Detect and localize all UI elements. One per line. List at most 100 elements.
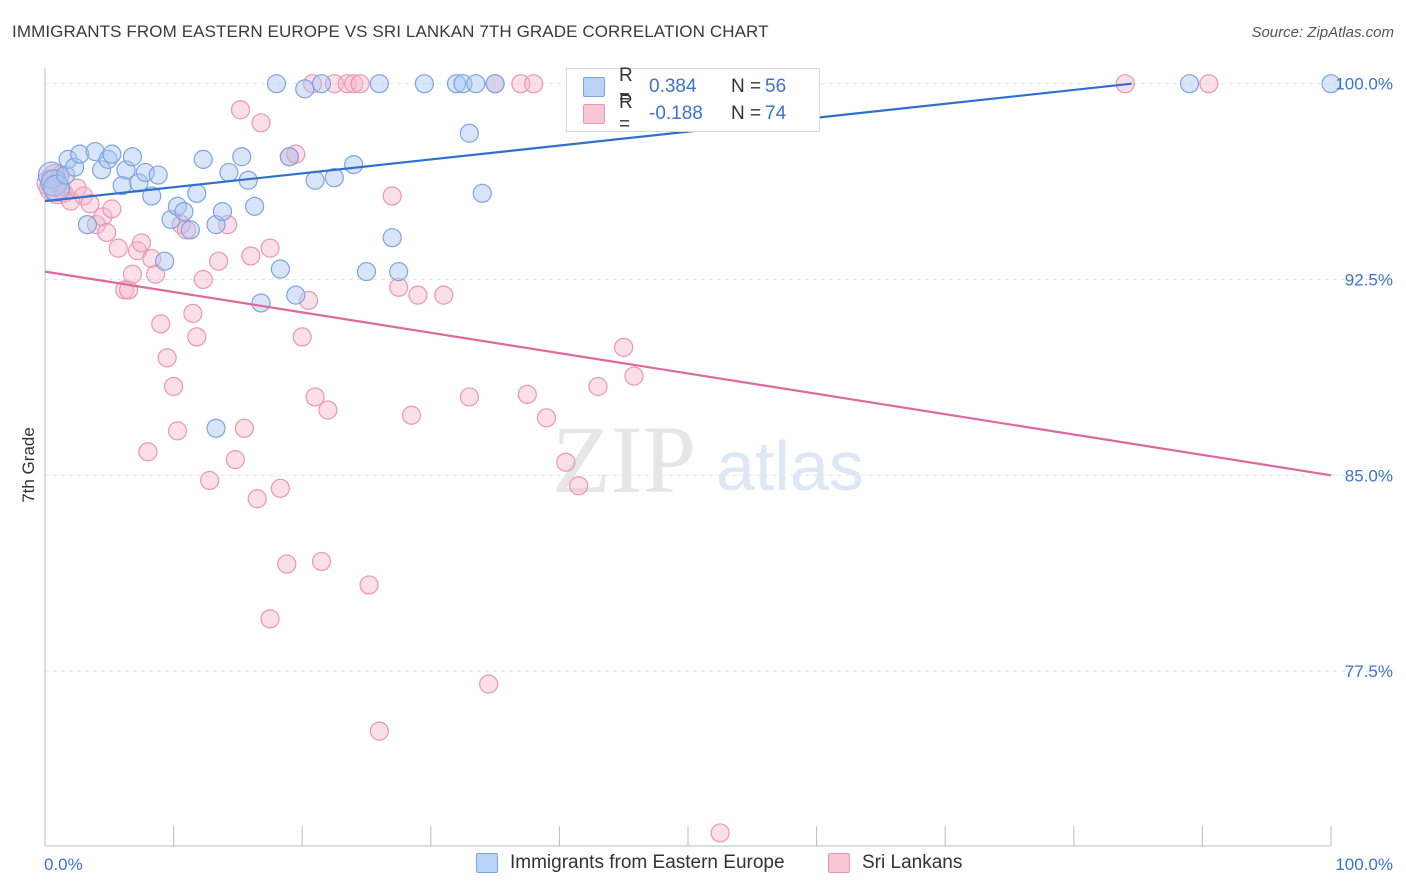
y-axis-label: 7th Grade xyxy=(19,427,38,503)
data-point-sri-lankans xyxy=(389,277,409,297)
data-point-sri-lankans xyxy=(382,186,402,206)
trend-line-sri-lankans xyxy=(44,270,1332,477)
data-point-sri-lankans xyxy=(624,366,644,386)
data-point-eastern-europe xyxy=(389,262,409,282)
legend-item-sri-lankans[interactable]: Sri Lankans xyxy=(828,852,962,874)
data-point-eastern-europe xyxy=(356,262,377,282)
data-point-eastern-europe xyxy=(305,170,325,190)
data-point-sri-lankans xyxy=(556,452,576,472)
data-point-sri-lankans xyxy=(1199,74,1219,94)
data-point-sri-lankans xyxy=(299,290,319,310)
data-point-sri-lankans xyxy=(225,450,245,470)
data-point-sri-lankans xyxy=(164,376,184,397)
data-point-sri-lankans xyxy=(277,554,297,574)
sri-lankans-points xyxy=(36,74,1219,843)
data-point-eastern-europe xyxy=(180,220,200,240)
data-point-eastern-europe xyxy=(472,183,492,203)
data-point-sri-lankans xyxy=(200,470,220,491)
legend-swatch-pink xyxy=(583,104,605,124)
legend-r-value: 0.384 xyxy=(649,76,697,97)
data-point-eastern-europe xyxy=(1179,74,1200,94)
data-point-eastern-europe xyxy=(187,183,207,203)
legend-n-label: N = xyxy=(731,103,762,124)
data-point-eastern-europe xyxy=(70,144,90,164)
data-point-sri-lankans xyxy=(369,721,389,741)
data-point-sri-lankans xyxy=(270,478,290,498)
data-point-eastern-europe xyxy=(414,74,434,94)
data-point-sri-lankans xyxy=(536,408,557,428)
data-point-sri-lankans xyxy=(305,387,325,407)
watermark-zip: ZIP xyxy=(552,406,696,513)
legend-label-eastern-europe: Immigrants from Eastern Europe xyxy=(510,852,785,873)
data-point-eastern-europe xyxy=(142,186,162,206)
data-point-eastern-europe xyxy=(212,201,233,222)
data-point-eastern-europe xyxy=(206,418,226,438)
data-point-sri-lankans xyxy=(359,575,379,595)
x-tick-label: 100.0% xyxy=(1335,855,1393,874)
data-point-eastern-europe xyxy=(102,144,122,164)
data-point-eastern-europe xyxy=(98,149,118,169)
data-point-eastern-europe xyxy=(382,228,402,248)
legend-r-label: R = xyxy=(619,92,633,135)
legend-n-value: 74 xyxy=(765,103,787,124)
data-point-eastern-europe xyxy=(459,123,479,143)
data-point-eastern-europe xyxy=(446,74,467,94)
chart-source: Source: ZipAtlas.com xyxy=(1251,24,1394,41)
data-point-sri-lankans xyxy=(260,238,280,258)
data-point-sri-lankans xyxy=(524,74,544,94)
data-point-sri-lankans xyxy=(138,442,158,462)
legend-row-blue: R = 0.384 N = 56 xyxy=(583,65,786,108)
data-point-sri-lankans xyxy=(241,246,261,266)
data-point-eastern-europe xyxy=(1321,74,1341,94)
data-point-sri-lankans xyxy=(318,400,338,420)
data-point-sri-lankans xyxy=(230,100,251,120)
data-point-sri-lankans xyxy=(102,199,122,219)
legend-r-value: -0.188 xyxy=(649,103,703,124)
watermark-atlas: atlas xyxy=(716,427,864,505)
data-point-sri-lankans xyxy=(569,476,589,496)
data-point-sri-lankans xyxy=(614,337,634,357)
data-point-eastern-europe xyxy=(58,149,78,169)
data-point-sri-lankans xyxy=(292,327,312,347)
data-point-eastern-europe xyxy=(77,215,98,235)
trend-line-eastern-europe xyxy=(44,82,1132,203)
y-tick-label: 92.5% xyxy=(1345,270,1393,289)
data-point-eastern-europe xyxy=(91,160,112,180)
data-point-sri-lankans xyxy=(260,609,280,629)
y-tick-label: 100.0% xyxy=(1335,75,1393,94)
data-point-eastern-europe xyxy=(112,175,132,196)
legend-n-label: N = xyxy=(731,76,762,97)
data-point-eastern-europe xyxy=(219,162,239,183)
data-point-sri-lankans xyxy=(344,74,364,94)
data-point-sri-lankans xyxy=(145,264,166,284)
data-point-eastern-europe xyxy=(295,79,315,99)
data-point-eastern-europe xyxy=(270,259,290,279)
data-point-sri-lankans xyxy=(401,405,422,425)
legend-swatch-blue xyxy=(583,77,605,97)
data-point-eastern-europe xyxy=(344,154,364,175)
tick-labels: 77.5% 85.0% 92.5% 100.0% 0.0% 100.0% xyxy=(44,75,1393,874)
data-point-sri-lankans xyxy=(151,314,171,334)
axes xyxy=(44,68,1332,847)
data-point-sri-lankans xyxy=(193,269,213,290)
data-point-sri-lankans xyxy=(247,489,267,509)
data-point-eastern-europe xyxy=(154,251,175,271)
data-point-eastern-europe xyxy=(324,168,344,188)
legend-r-label: R = xyxy=(619,65,633,108)
data-point-eastern-europe xyxy=(122,147,143,167)
legend-item-eastern-europe[interactable]: Immigrants from Eastern Europe xyxy=(476,852,785,874)
data-point-sri-lankans xyxy=(350,74,370,94)
data-point-sri-lankans xyxy=(97,222,117,243)
data-point-sri-lankans xyxy=(234,418,254,438)
data-point-eastern-europe xyxy=(148,165,168,185)
data-point-eastern-europe xyxy=(232,147,252,167)
trend-lines xyxy=(44,82,1332,477)
data-point-sri-lankans xyxy=(479,674,499,694)
data-point-eastern-europe xyxy=(251,293,271,313)
stats-legend: R = 0.384 N = 56 R = -0.188 N = 74 xyxy=(566,65,820,135)
chart-title: IMMIGRANTS FROM EASTERN EUROPE VS SRI LA… xyxy=(12,22,769,41)
data-point-sri-lankans xyxy=(209,251,229,271)
data-point-sri-lankans xyxy=(588,376,608,397)
data-point-sri-lankans xyxy=(459,387,479,407)
